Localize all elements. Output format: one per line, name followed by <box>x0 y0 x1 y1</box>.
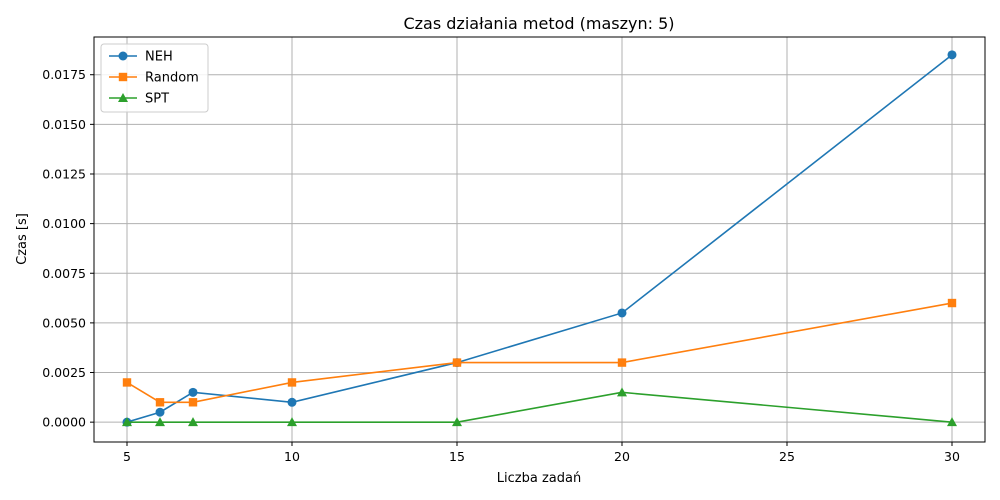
plot-frame <box>93 36 986 443</box>
x-axis-label: Liczba zadań <box>497 471 581 486</box>
y-tick-label: 0.0050 <box>42 315 86 330</box>
y-tick-label: 0.0175 <box>42 67 86 82</box>
y-tick-label: 0.0075 <box>42 266 86 281</box>
data-point-random <box>947 298 957 308</box>
x-tick-label: 20 <box>614 449 630 464</box>
legend: NEH Random SPT <box>100 43 209 113</box>
x-tick-label: 10 <box>284 449 300 464</box>
data-point-neh <box>287 397 297 407</box>
data-point-spt <box>452 417 462 427</box>
data-point-neh <box>188 387 198 397</box>
data-point-random <box>188 398 198 407</box>
x-tick-label: 25 <box>779 449 795 464</box>
data-point-random <box>617 358 627 367</box>
data-point-random <box>287 378 297 387</box>
legend-label-random: Random <box>145 71 199 86</box>
x-tick-label: 30 <box>944 449 960 464</box>
data-point-spt <box>947 417 957 427</box>
y-tick-label: 0.0100 <box>42 216 86 231</box>
y-tick-label: 0.0150 <box>42 117 86 132</box>
legend-label-spt: SPT <box>145 92 169 107</box>
y-tick-label: 0.0125 <box>42 166 86 181</box>
y-tick-label: 0.0025 <box>42 365 86 380</box>
data-point-neh <box>947 50 957 60</box>
ticks: 5 10 15 20 25 30 0.0000 0.0025 0.0050 0.0075 0.010… <box>42 67 960 464</box>
data-point-spt <box>188 417 198 427</box>
data-point-spt <box>617 387 627 397</box>
legend-label-neh: NEH <box>145 50 173 65</box>
y-axis-label: Czas [s] <box>15 213 30 265</box>
y-tick-label: 0.0000 <box>42 415 86 430</box>
data-point-spt <box>122 417 132 427</box>
legend-marker-spt <box>118 93 128 102</box>
data-point-neh <box>155 407 165 417</box>
legend-box <box>100 43 209 113</box>
data-point-random <box>122 378 132 387</box>
series-layer <box>122 50 957 427</box>
data-point-spt <box>287 417 297 427</box>
legend-marker-random <box>118 72 128 82</box>
legend-marker-neh <box>118 51 128 61</box>
x-tick-label: 5 <box>123 449 131 464</box>
data-point-neh <box>617 308 627 318</box>
chart-title: Czas działania metod (maszyn: 5) <box>403 14 674 33</box>
data-point-random <box>155 398 165 407</box>
data-point-random <box>452 358 462 367</box>
grid <box>94 37 985 442</box>
x-tick-label: 15 <box>449 449 465 464</box>
data-point-spt <box>155 417 165 427</box>
